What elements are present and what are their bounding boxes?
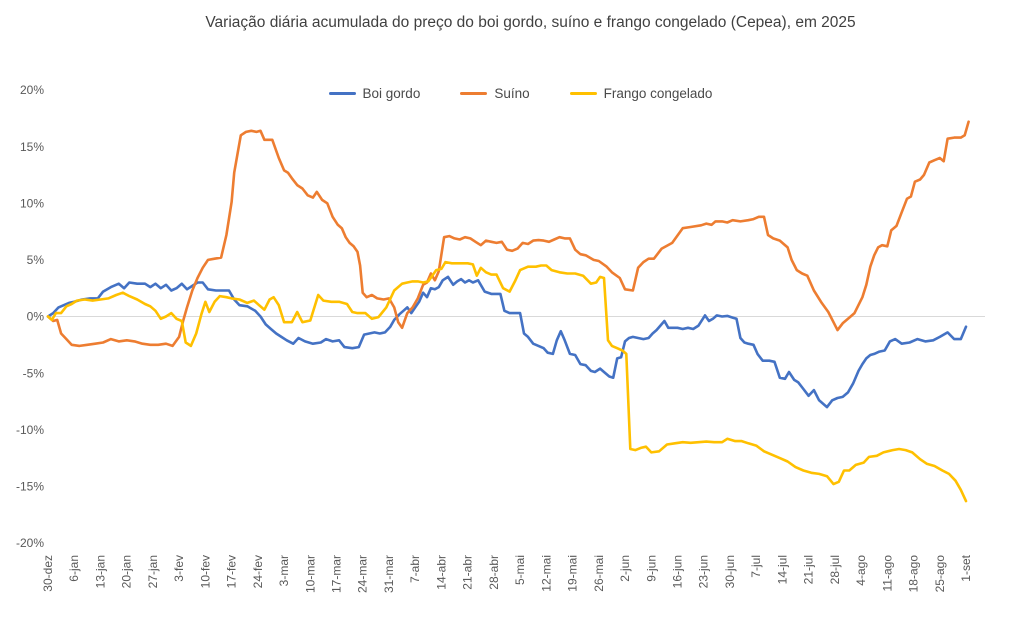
x-tick-label: 3-mar: [277, 555, 291, 586]
x-tick-label: 18-ago: [907, 555, 921, 593]
x-tick-label: 9-jun: [644, 555, 658, 582]
x-tick-label: 28-abr: [487, 555, 501, 590]
chart-legend: Boi gordo Suíno Frango congelado: [30, 86, 1011, 101]
x-tick-label: 13-jan: [94, 555, 108, 588]
x-tick-label: 21-abr: [461, 555, 475, 590]
x-tick-label: 1-set: [959, 554, 973, 581]
x-tick-label: 28-jul: [828, 555, 842, 584]
x-tick-label: 20-jan: [120, 555, 134, 588]
x-tick-label: 24-fev: [251, 555, 265, 588]
x-tick-label: 19-mai: [566, 555, 580, 592]
x-tick-label: 21-jul: [802, 555, 816, 584]
x-tick-label: 24-mar: [356, 555, 370, 593]
y-tick-label: 15%: [20, 140, 44, 154]
legend-line-swatch-icon: [328, 91, 356, 96]
x-tick-label: 30-jun: [723, 555, 737, 588]
legend-item-boi-gordo: Boi gordo: [328, 86, 421, 101]
y-tick-label: -5%: [23, 366, 45, 380]
series-line-boi-gordo: [46, 275, 968, 409]
x-tick-label: 26-mai: [592, 555, 606, 592]
x-tick-label: 6-jan: [67, 555, 81, 582]
x-tick-label: 7-abr: [408, 555, 422, 583]
series-line-suíno: [46, 120, 970, 348]
y-tick-label: -15%: [16, 480, 44, 494]
x-tick-label: 11-ago: [880, 555, 894, 592]
y-tick-label: 5%: [27, 253, 45, 267]
x-tick-label: 17-mar: [330, 555, 344, 593]
legend-item-suino: Suíno: [460, 86, 530, 101]
x-tick-label: 31-mar: [382, 555, 396, 593]
x-tick-label: 7-jul: [749, 555, 763, 578]
x-tick-label: 25-ago: [933, 555, 947, 593]
x-tick-label: 16-jun: [671, 555, 685, 588]
legend-label: Suíno: [494, 86, 530, 101]
x-tick-label: 30-dez: [41, 555, 55, 592]
x-tick-label: 3-fev: [172, 555, 186, 582]
y-tick-label: 10%: [20, 196, 44, 210]
series-line-frango-congelado: [46, 260, 968, 503]
y-tick-label: -20%: [16, 536, 44, 550]
legend-item-frango-congelado: Frango congelado: [569, 86, 713, 101]
legend-line-swatch-icon: [460, 91, 488, 96]
y-tick-label: 0%: [27, 310, 45, 324]
x-tick-label: 5-mai: [513, 555, 527, 585]
x-tick-label: 23-jun: [697, 555, 711, 588]
x-tick-label: 4-ago: [854, 555, 868, 586]
x-tick-label: 10-mar: [303, 555, 317, 593]
x-tick-label: 2-jun: [618, 555, 632, 582]
y-tick-label: 20%: [20, 83, 44, 97]
x-tick-label: 10-fev: [198, 555, 212, 588]
x-tick-label: 27-jan: [146, 555, 160, 588]
chart-title: Variação diária acumulada do preço do bo…: [205, 14, 856, 31]
x-tick-label: 17-fev: [225, 555, 239, 588]
legend-label: Frango congelado: [603, 86, 713, 101]
x-tick-label: 12-mai: [539, 555, 553, 592]
legend-label: Boi gordo: [362, 86, 421, 101]
x-tick-label: 14-jul: [775, 555, 789, 584]
x-tick-label: 14-abr: [434, 555, 448, 590]
y-tick-label: -10%: [16, 423, 44, 437]
legend-line-swatch-icon: [569, 91, 597, 96]
